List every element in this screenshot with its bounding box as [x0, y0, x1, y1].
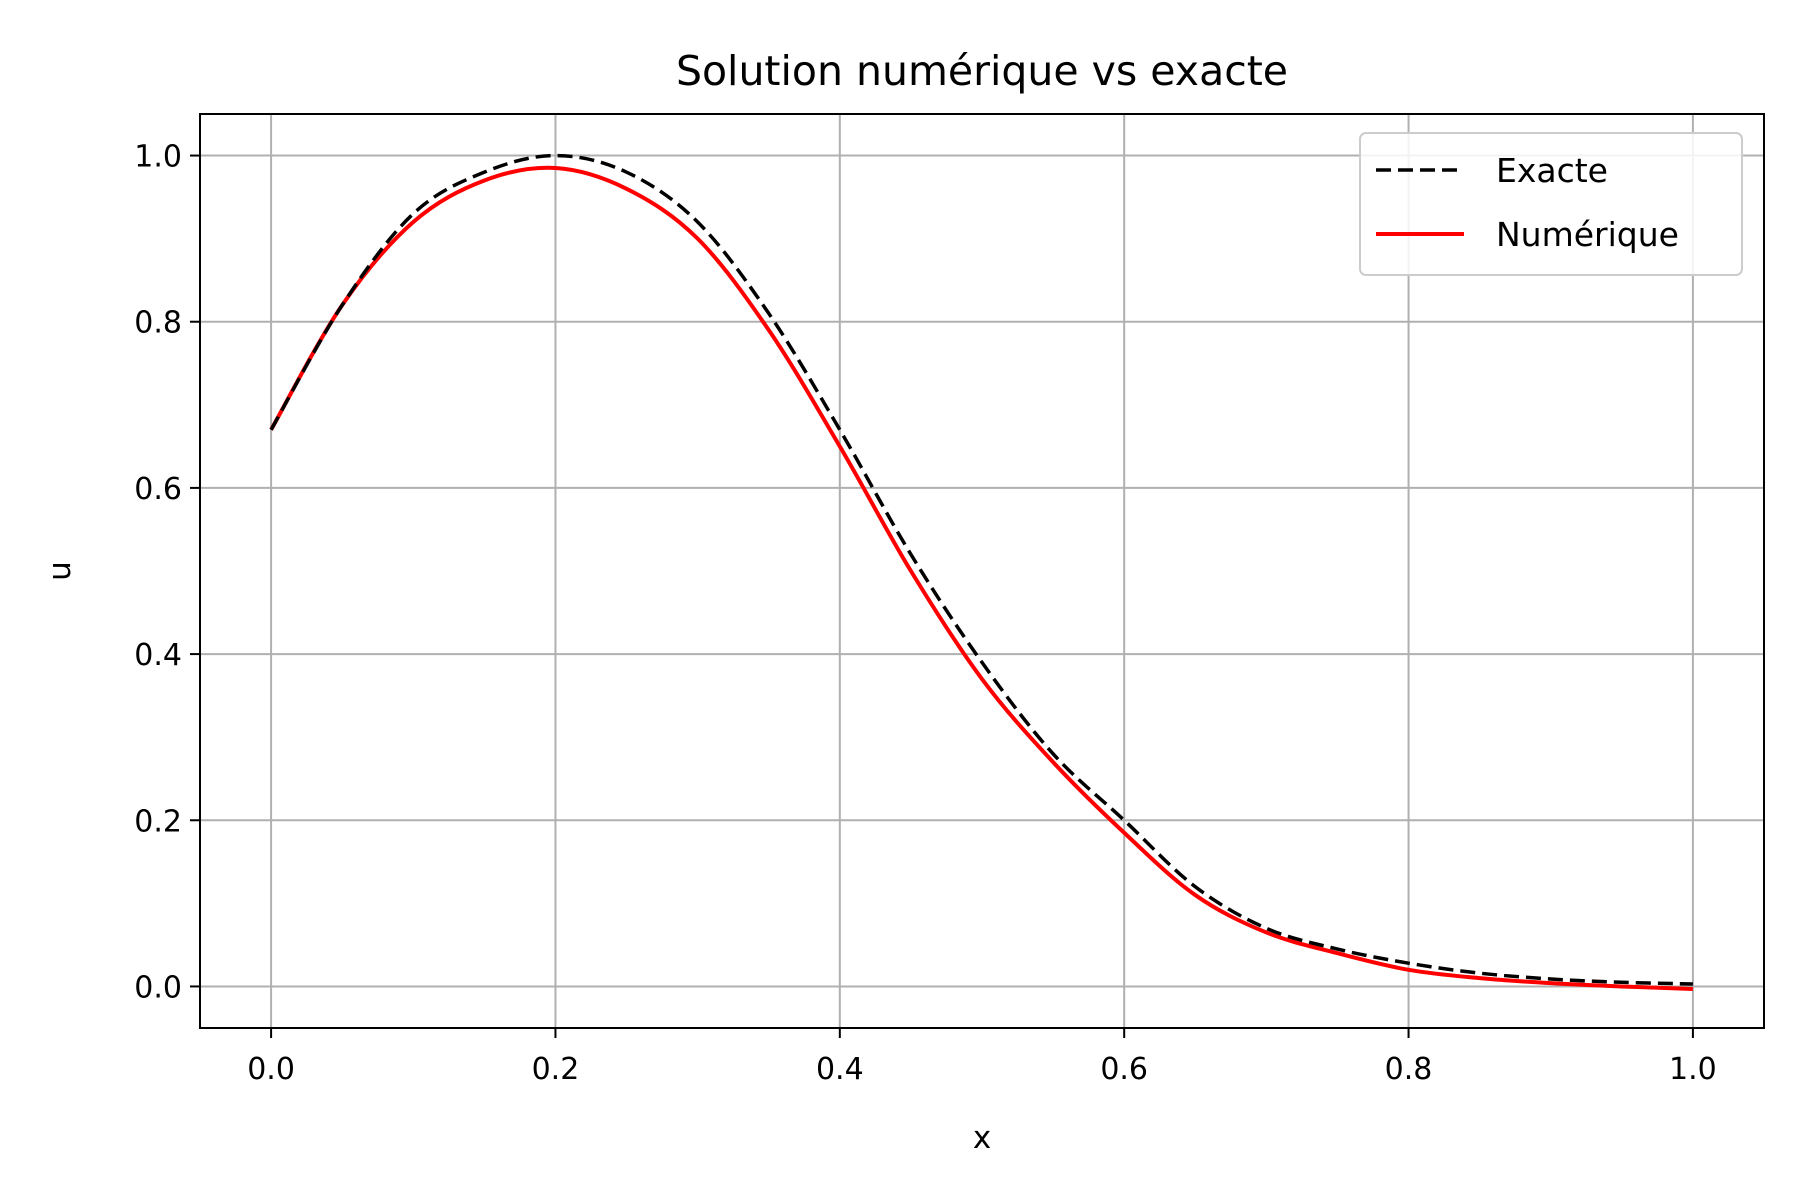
legend: Exacte Numérique: [1359, 132, 1743, 276]
series-layer: [269, 153, 1693, 991]
y-tick-label: 0.6: [134, 472, 182, 507]
y-tick-label: 1.0: [134, 140, 182, 175]
chart-title: Solution numérique vs exacte: [676, 47, 1288, 95]
y-tick-label: 0.0: [134, 970, 182, 1005]
x-tick-label: 1.0: [1669, 1052, 1717, 1087]
x-tick-label: 0.6: [1100, 1052, 1148, 1087]
legend-label-numerique: Numérique: [1496, 215, 1679, 254]
ticks: 0.0 0.2 0.4 0.6 0.8 1.0 0.0 0.2 0.4 0.6 0.8 1.0: [134, 140, 1716, 1087]
y-axis-label: u: [42, 561, 78, 581]
x-tick-label: 0.8: [1385, 1052, 1433, 1087]
series-line-numerique: [269, 165, 1693, 991]
x-tick-label: 0.2: [532, 1052, 580, 1087]
grid: [200, 114, 1764, 1028]
plot-frame: [199, 113, 1765, 1029]
y-tick-label: 0.8: [134, 306, 182, 341]
x-axis-label: x: [973, 1120, 991, 1156]
series-line-exacte: [269, 153, 1693, 986]
x-tick-label: 0.0: [247, 1052, 295, 1087]
x-tick-label: 0.4: [816, 1052, 864, 1087]
y-tick-label: 0.4: [134, 638, 182, 673]
legend-label-exacte: Exacte: [1496, 151, 1608, 190]
y-tick-label: 0.2: [134, 804, 182, 839]
